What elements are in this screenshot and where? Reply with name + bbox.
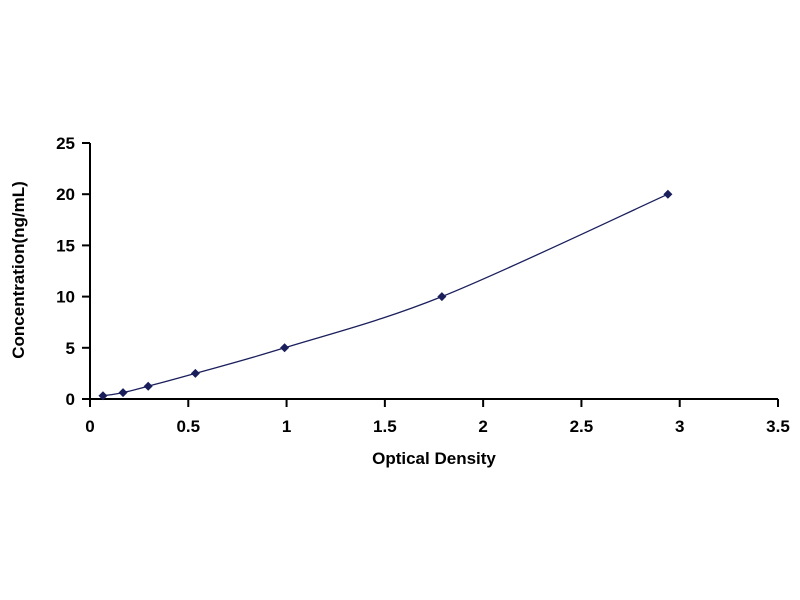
x-tick-label: 2.5 (570, 417, 594, 436)
y-tick-label: 15 (56, 236, 75, 255)
data-point-marker (280, 343, 290, 353)
data-point-marker (437, 292, 447, 302)
y-tick-label: 0 (66, 390, 75, 409)
x-tick-label: 3 (675, 417, 684, 436)
data-point-marker (190, 368, 200, 378)
x-tick-label: 1.5 (373, 417, 397, 436)
y-tick-label: 25 (56, 134, 75, 153)
y-tick-label: 5 (66, 339, 75, 358)
x-tick-label: 0 (85, 417, 94, 436)
x-tick-label: 0.5 (176, 417, 200, 436)
x-tick-label: 1 (282, 417, 291, 436)
y-tick-label: 10 (56, 288, 75, 307)
data-point-marker (663, 189, 673, 199)
data-point-marker (118, 388, 128, 398)
x-tick-label: 2 (478, 417, 487, 436)
y-tick-label: 20 (56, 185, 75, 204)
data-point-marker (98, 391, 108, 401)
x-tick-label: 3.5 (766, 417, 790, 436)
series-line (102, 193, 669, 397)
axes (89, 143, 778, 400)
data-point-marker (143, 381, 153, 391)
y-axis-label: Concentration(ng/mL) (9, 181, 28, 359)
x-axis-label: Optical Density (372, 449, 496, 468)
